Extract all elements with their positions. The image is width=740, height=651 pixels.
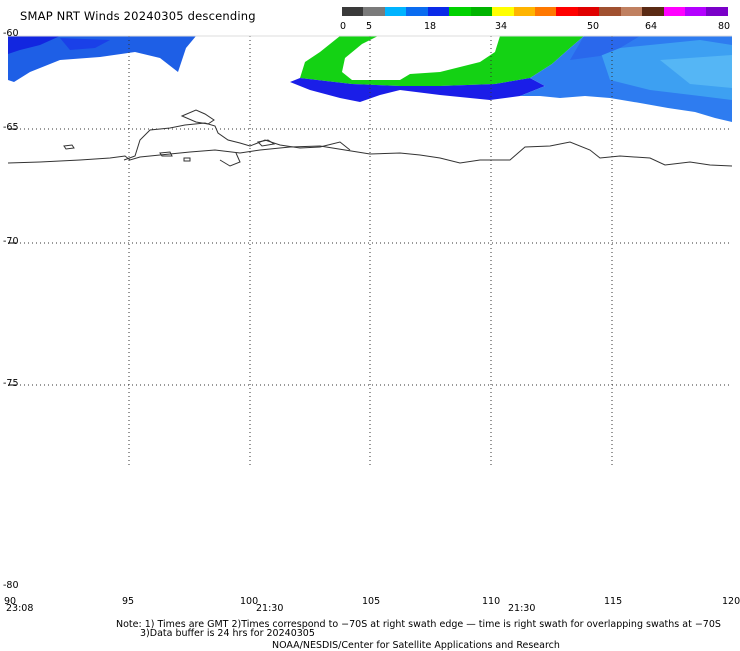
wind-swath-dark-blue (290, 78, 545, 102)
wind-swath-right-lightest (660, 55, 732, 88)
colorbar-segment (534, 7, 557, 16)
latitude-label: -75 (3, 378, 19, 389)
colorbar-segment (556, 7, 578, 16)
swath-time-label: 23:08 (6, 603, 34, 614)
colorbar-segment (620, 7, 643, 16)
wind-swath-green (300, 36, 584, 86)
wind-swath-left (8, 36, 196, 82)
colorbar-tick: 0 (340, 21, 347, 32)
colorbar-segment (577, 7, 600, 16)
colorbar-segment (342, 7, 364, 16)
swath-time-label: 21:30 (508, 603, 536, 614)
wind-swath-right-light (600, 40, 732, 100)
wind-swath-left-dark (8, 36, 60, 54)
colorbar-segment (599, 7, 621, 16)
latitude-label: -60 (3, 28, 19, 39)
colorbar-segment (427, 7, 450, 16)
longitude-label: 90 (4, 596, 17, 607)
longitude-label: 115 (604, 596, 623, 607)
wind-swath-left-dark-2 (60, 38, 110, 50)
coastline (7, 109, 733, 167)
colorbar-segment (363, 7, 385, 16)
colorbar-segment (406, 7, 428, 16)
colorbar-segment (513, 7, 535, 16)
swath-time-label: 21:30 (256, 603, 284, 614)
colorbar-segment (384, 7, 407, 16)
latitude-label: -80 (3, 580, 19, 591)
credit-line: NOAA/NESDIS/Center for Satellite Applica… (272, 640, 560, 651)
colorbar-tick: 64 (645, 21, 658, 32)
note-line: Note: 1) Times are GMT 2)Times correspon… (116, 619, 721, 630)
wind-swath-right-mid (570, 36, 640, 60)
longitude-label: 110 (482, 596, 501, 607)
longitude-gridlines (128, 36, 613, 465)
colorbar-segment (449, 7, 471, 16)
colorbar-segment (685, 7, 707, 16)
colorbar-segment (706, 7, 728, 16)
colorbar-tick: 80 (718, 21, 731, 32)
longitude-label: 95 (122, 596, 135, 607)
longitude-label: 100 (240, 596, 259, 607)
colorbar-segment (642, 7, 664, 16)
colorbar-segment (663, 7, 685, 16)
longitude-label: 120 (722, 596, 740, 607)
note-line: 3)Data buffer is 24 hrs for 20240305 (140, 628, 315, 639)
colorbar-tick: 50 (587, 21, 600, 32)
latitude-ticks (8, 35, 732, 386)
colorbar-segment (492, 7, 514, 16)
colorbar-segment (470, 7, 493, 16)
longitude-label: 105 (362, 596, 381, 607)
map-title: SMAP NRT Winds 20240305 descending (20, 9, 256, 23)
colorbar-tick: 18 (424, 21, 437, 32)
latitude-label: -65 (3, 122, 19, 133)
colorbar-tick: 34 (495, 21, 508, 32)
colorbar-tick: 5 (366, 21, 373, 32)
wind-speed-colorbar (342, 7, 728, 16)
latitude-label: -70 (3, 236, 19, 247)
